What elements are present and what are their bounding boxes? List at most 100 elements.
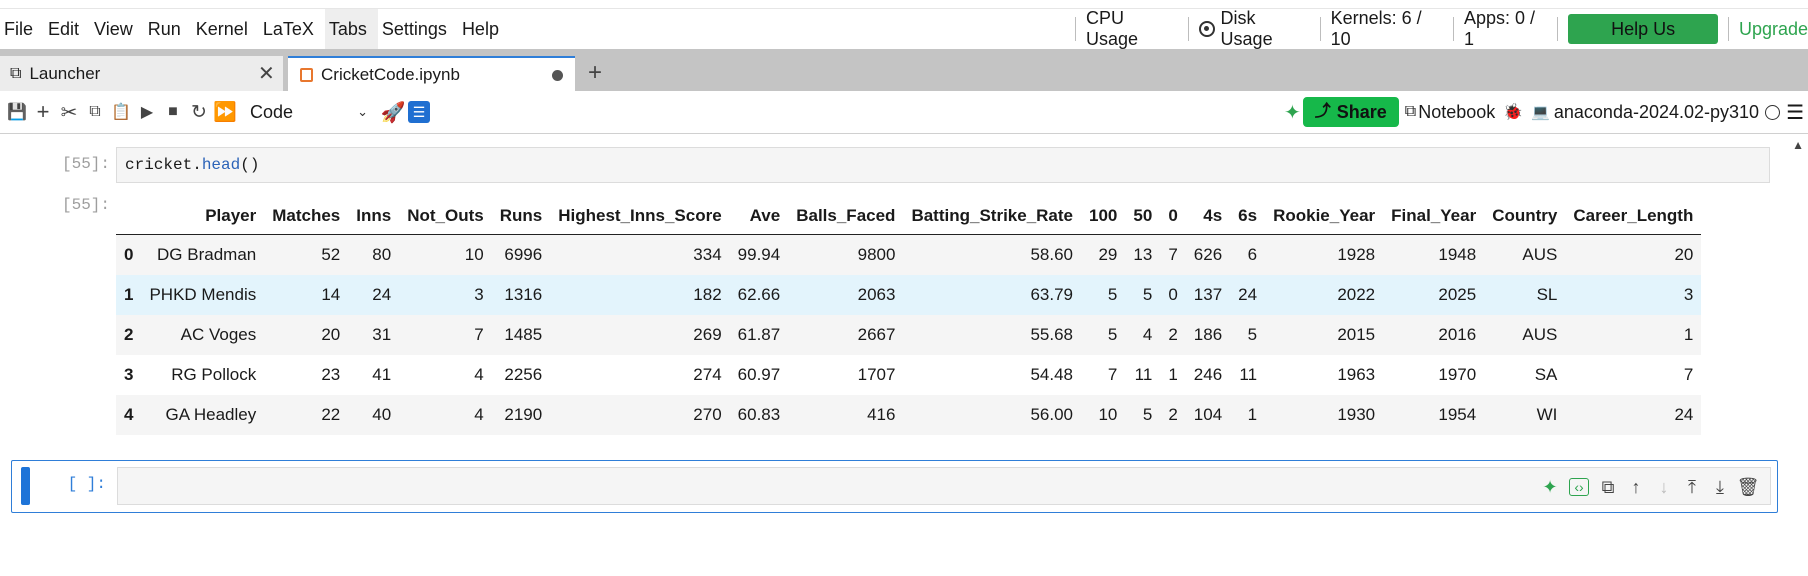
table-row: 2 AC Voges 20 31 7 1485 269 61.87 2667 55.68 5 4 2 18…: [116, 315, 1702, 355]
unsaved-dot-icon[interactable]: [552, 70, 563, 81]
menu-kernel[interactable]: Kernel: [195, 19, 248, 39]
table-cell: 2025: [1438, 285, 1477, 304]
menu-edit[interactable]: Edit: [48, 19, 80, 39]
tab-cricketcode[interactable]: CricketCode.ipynb: [288, 56, 575, 91]
apps-count[interactable]: Apps: 0 / 1: [1463, 8, 1535, 49]
table-cell: 52: [321, 245, 341, 264]
cell-toolbar: ✦ ‹› ⧉ ↑ ↓ ⤒ ⤓ 🗑: [1536, 474, 1762, 500]
column-header: Player: [141, 198, 265, 235]
table-cell: 10: [464, 245, 484, 264]
open-notebook-link[interactable]: Notebook: [1418, 101, 1496, 122]
table-cell: 0: [1168, 285, 1178, 304]
help-us-improve-button[interactable]: Help Us Improve: [1568, 14, 1718, 69]
kernels-count[interactable]: Kernels: 6 / 10: [1330, 8, 1422, 49]
fast-forward-icon[interactable]: ⏩: [213, 102, 237, 123]
code-cell-input[interactable]: ✦ ‹› ⧉ ↑ ↓ ⤒ ⤓ 🗑: [117, 467, 1771, 505]
menu-help[interactable]: Help: [461, 19, 499, 39]
disk-usage[interactable]: Disk Usage: [1220, 8, 1273, 49]
close-icon[interactable]: ✕: [258, 63, 275, 85]
cell-collapser[interactable]: [21, 467, 30, 505]
table-cell: 246: [1193, 365, 1223, 384]
cut-icon[interactable]: ✂: [60, 101, 78, 124]
rocket-icon[interactable]: 🚀: [380, 101, 406, 124]
kernel-name[interactable]: anaconda-2024.02-py310: [1553, 101, 1760, 122]
bug-icon[interactable]: 🐞: [1503, 104, 1524, 121]
save-icon[interactable]: 💾: [7, 104, 27, 121]
menu-run[interactable]: Run: [147, 19, 181, 39]
table-cell: 7: [1107, 365, 1118, 384]
table-cell: 6996: [504, 245, 543, 264]
menu-icon[interactable]: ☰: [1786, 101, 1804, 124]
column-header: 6s: [1230, 198, 1266, 235]
table-cell: 5: [1142, 405, 1153, 424]
column-header: 0: [1160, 198, 1186, 235]
sliders-icon[interactable]: ☰: [408, 101, 430, 123]
delete-icon[interactable]: 🗑: [1736, 476, 1760, 497]
table-cell: 4: [474, 405, 484, 424]
scroll-up-icon[interactable]: ▲: [1792, 138, 1804, 152]
column-header: Rookie_Year: [1265, 198, 1384, 235]
table-cell: 1963: [1337, 365, 1376, 384]
table-cell: 55.68: [1030, 325, 1074, 344]
notebook-area: [55]: cricket.head() [55]: Player Matches…: [0, 134, 1808, 576]
sparkle-icon[interactable]: ✦: [1542, 476, 1558, 497]
external-link-icon: ⧉: [1404, 103, 1417, 120]
table-cell: 54.48: [1030, 365, 1074, 384]
table-cell: 23: [321, 365, 341, 384]
copy-icon[interactable]: ⧉: [89, 103, 101, 120]
insert-above-icon[interactable]: ⤒: [1688, 476, 1696, 497]
run-icon[interactable]: ▶: [140, 104, 154, 121]
menu-file[interactable]: File: [4, 19, 34, 39]
stop-icon[interactable]: ■: [168, 103, 178, 120]
paste-icon[interactable]: 📋: [111, 104, 131, 121]
active-code-cell[interactable]: [ ]: ✦ ‹› ⧉ ↑ ↓ ⤒ ⤓ 🗑: [11, 460, 1778, 513]
add-tab-icon[interactable]: +: [587, 59, 602, 86]
table-cell: WI: [1536, 405, 1558, 424]
table-cell: 1970: [1438, 365, 1477, 384]
code-toggle-icon[interactable]: ‹›: [1569, 478, 1589, 496]
menu-settings[interactable]: Settings: [381, 19, 447, 39]
duplicate-icon[interactable]: ⧉: [1601, 476, 1615, 497]
table-cell: 3: [1683, 285, 1694, 304]
column-header: Ave: [729, 198, 789, 235]
cell-type-select[interactable]: Code ⌄: [250, 102, 368, 123]
table-cell: 11: [1239, 365, 1258, 384]
table-cell: 5: [1142, 285, 1153, 304]
row-index: 0: [124, 245, 134, 264]
move-down-icon[interactable]: ↓: [1659, 476, 1669, 497]
code-cell-input[interactable]: cricket.head(): [116, 147, 1770, 183]
cpu-usage[interactable]: CPU Usage: [1085, 8, 1138, 49]
menu-tabs[interactable]: Tabs: [324, 9, 378, 49]
tab-label: CricketCode.ipynb: [321, 64, 460, 84]
table-cell: 29: [1098, 245, 1118, 264]
table-cell: 11: [1134, 365, 1153, 384]
table-cell: 416: [867, 405, 896, 424]
column-header: Runs: [491, 198, 551, 235]
table-cell: 269: [693, 325, 722, 344]
top-strip: [0, 0, 1808, 9]
insert-below-icon[interactable]: ⤓: [1716, 476, 1724, 497]
table-cell: 5: [1107, 285, 1118, 304]
tab-launcher[interactable]: ⧉ Launcher ✕: [0, 56, 283, 91]
table-row: 4 GA Headley 22 40 4 2190 270 60.83 416 56.00 10 5 2…: [116, 395, 1702, 435]
share-button[interactable]: ⤴ Share: [1302, 97, 1399, 127]
table-cell: 2016: [1438, 325, 1477, 344]
table-cell: 182: [693, 285, 722, 304]
share-label: Share: [1336, 102, 1387, 122]
table-cell: 626: [1193, 245, 1223, 264]
table-cell: 1: [1247, 405, 1258, 424]
move-up-icon[interactable]: ↑: [1631, 476, 1641, 497]
table-cell: 99.94: [737, 245, 781, 264]
menu-latex[interactable]: LaTeX: [262, 19, 314, 39]
table-cell: 5: [1107, 325, 1118, 344]
chevron-down-icon: ⌄: [357, 104, 368, 119]
upgrade-link[interactable]: Upgrade: [1738, 18, 1808, 39]
add-cell-icon[interactable]: +: [36, 99, 50, 124]
status-area: CPU Usage Disk Usage Kernels: 6 / 10 App…: [1065, 8, 1808, 69]
table-row: 3 RG Pollock 23 41 4 2256 274 60.97 1707 54.48 7 11…: [116, 355, 1701, 395]
dataframe-table: Player Matches Inns Not_Outs Runs Highest_Inn…: [116, 198, 1702, 435]
menu-view[interactable]: View: [94, 19, 133, 39]
table-cell: 1316: [504, 285, 543, 304]
sparkle-icon[interactable]: ✦: [1283, 101, 1301, 124]
restart-icon[interactable]: ↻: [191, 101, 207, 123]
